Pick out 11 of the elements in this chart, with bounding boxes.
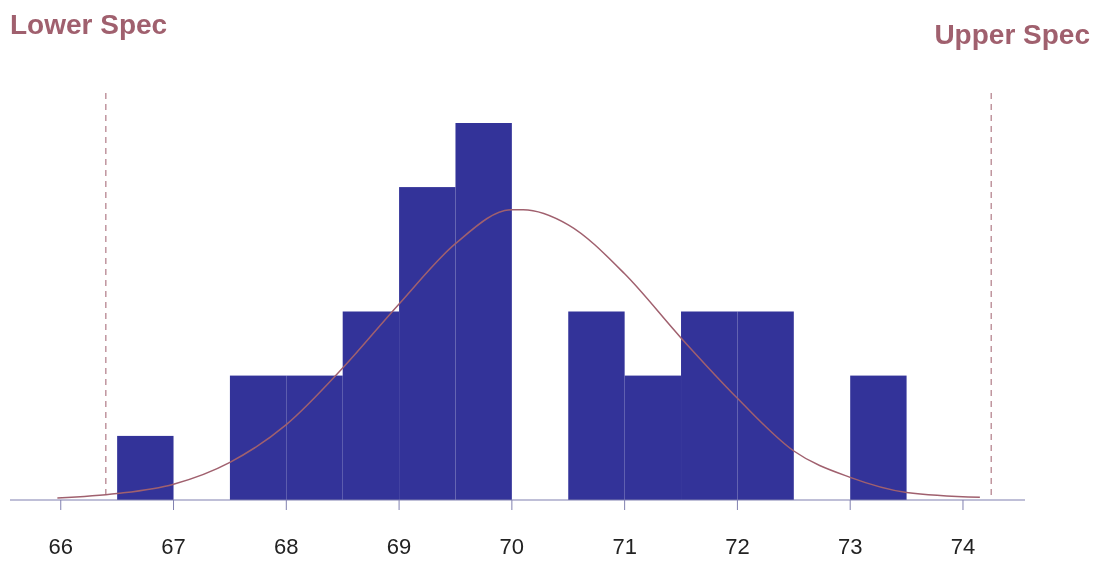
x-tick-label: 72 xyxy=(725,534,750,559)
x-tick-label: 70 xyxy=(499,534,525,559)
x-tick-label: 68 xyxy=(274,534,299,559)
x-tick-label: 67 xyxy=(161,534,186,559)
ref-line-label: Upper Spec xyxy=(934,19,1090,50)
ref-line-label: Lower Spec xyxy=(10,9,168,40)
x-tick-label: 74 xyxy=(950,534,976,559)
x-tick-label: 71 xyxy=(612,534,637,559)
x-tick-label: 73 xyxy=(837,534,863,559)
x-tick-label: 66 xyxy=(48,534,73,559)
x-tick-label: 69 xyxy=(386,534,412,559)
